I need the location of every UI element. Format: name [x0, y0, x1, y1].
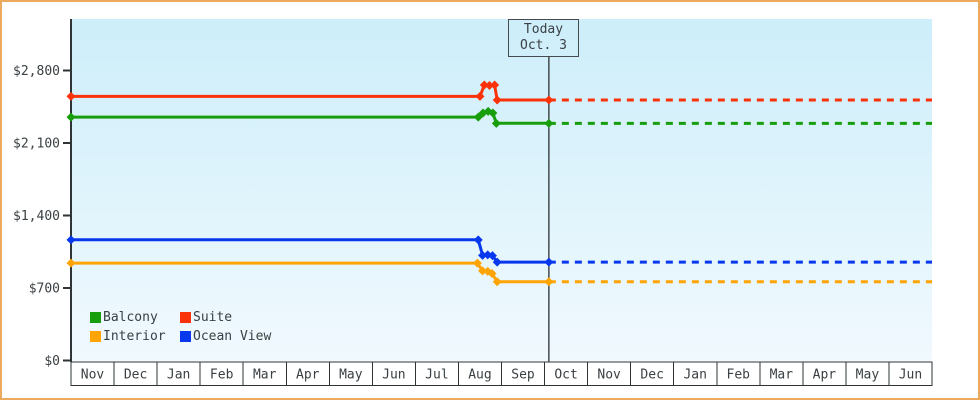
- month-label: Dec: [640, 368, 663, 383]
- month-label: Jan: [683, 368, 706, 383]
- data-point-interior: [492, 277, 502, 287]
- month-label: Apr: [296, 368, 320, 383]
- data-point-interior: [544, 277, 554, 287]
- data-point-balcony: [491, 118, 501, 128]
- month-label: Aug: [468, 368, 491, 383]
- month-label: Jan: [167, 368, 190, 383]
- data-point-suite: [66, 91, 76, 101]
- month-label: Nov: [597, 368, 621, 383]
- legend-item-suite: Suite: [180, 308, 271, 327]
- data-point-balcony: [544, 118, 554, 128]
- today-box: Today Oct. 3: [508, 19, 579, 57]
- legend-swatch-balcony: [90, 312, 101, 323]
- month-cell: [888, 361, 933, 386]
- data-point-suite: [544, 95, 554, 105]
- month-label: Dec: [124, 368, 147, 383]
- plot-area: [72, 19, 932, 361]
- month-label: Feb: [210, 368, 234, 383]
- legend-swatch-suite: [180, 312, 191, 323]
- month-label: May: [339, 368, 363, 383]
- month-label: Sep: [511, 368, 535, 383]
- month-label: Jun: [899, 368, 922, 383]
- month-label: Feb: [727, 368, 751, 383]
- y-axis-label: $2,100: [13, 137, 60, 152]
- legend-item-interior: Interior: [90, 327, 180, 346]
- data-point-ocean-view: [487, 251, 497, 261]
- data-point-ocean-view: [66, 235, 76, 245]
- y-axis-label: $700: [29, 282, 60, 297]
- month-label: Jun: [382, 368, 405, 383]
- month-label: Jul: [425, 368, 448, 383]
- data-point-balcony: [488, 108, 498, 118]
- data-point-interior: [472, 258, 482, 268]
- data-point-ocean-view: [473, 235, 483, 245]
- y-axis-label: $2,800: [13, 64, 60, 79]
- data-point-interior: [66, 258, 76, 268]
- month-label: Apr: [813, 368, 837, 383]
- today-box-date: Oct. 3: [520, 38, 567, 53]
- month-label: Nov: [81, 368, 105, 383]
- data-point-ocean-view: [544, 257, 554, 267]
- data-point-suite: [475, 91, 485, 101]
- legend-label: Interior: [103, 329, 166, 344]
- legend-item-ocean-view: Ocean View: [180, 327, 271, 346]
- data-point-suite: [490, 80, 500, 90]
- data-point-ocean-view: [478, 250, 488, 260]
- legend-item-balcony: Balcony: [90, 308, 180, 327]
- legend-swatch-interior: [90, 331, 101, 342]
- month-label: Oct: [554, 368, 577, 383]
- month-label: Mar: [253, 368, 277, 383]
- legend-label: Ocean View: [193, 329, 272, 344]
- data-point-interior: [487, 269, 497, 278]
- data-point-suite: [492, 95, 502, 105]
- legend-label: Suite: [193, 310, 233, 325]
- month-label: Mar: [770, 368, 794, 383]
- today-box-label: Today: [523, 22, 564, 37]
- data-point-balcony: [66, 112, 76, 122]
- y-axis-label: $1,400: [13, 209, 60, 224]
- data-point-suite: [484, 81, 494, 91]
- legend-label: Balcony: [103, 310, 158, 325]
- data-point-ocean-view: [492, 257, 502, 267]
- month-label: May: [856, 368, 880, 383]
- data-point-interior: [478, 266, 488, 276]
- legend-swatch-ocean-view: [180, 331, 191, 342]
- legend: Balcony Suite Interior Ocean View: [90, 308, 271, 346]
- y-axis-label: $0: [44, 354, 60, 369]
- data-point-suite: [479, 80, 489, 90]
- x-axis-month-band: Nov Dec Jan Feb Mar Apr May Jun Jul Aug Sep Oct Nov D…: [70, 361, 933, 386]
